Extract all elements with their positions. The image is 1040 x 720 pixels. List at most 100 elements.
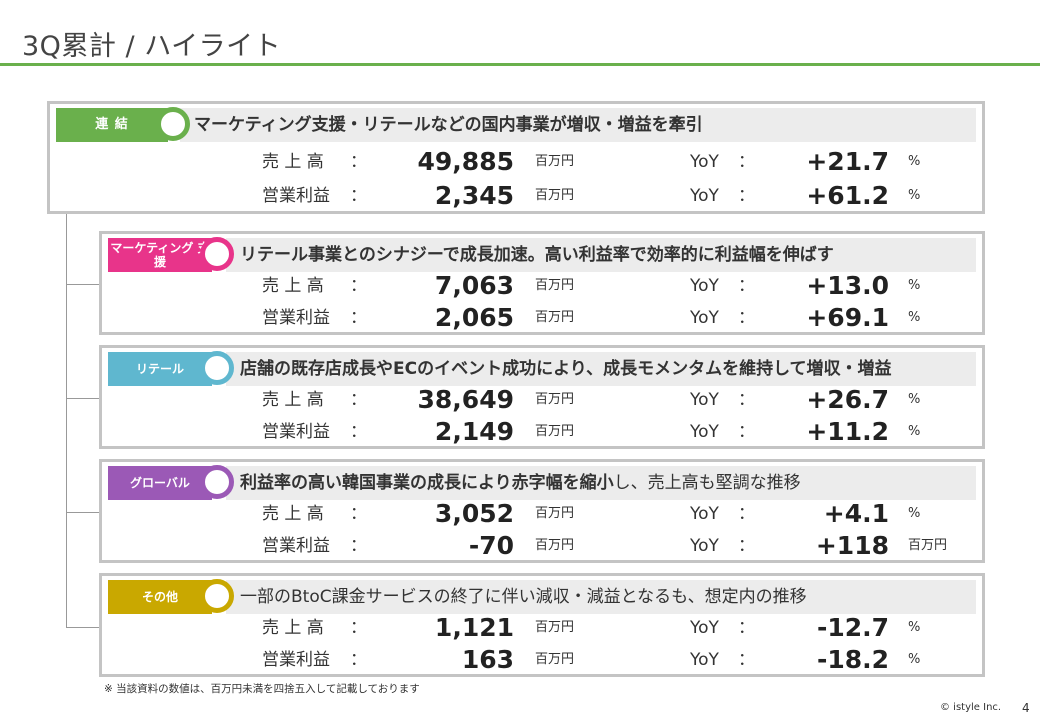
segment-tag-global: グローバル [108,466,212,500]
footnote: ※ 当該資料の数値は、百万円未満を四捨五入して記載しております [104,683,420,695]
metric-colon: ： [350,618,367,638]
yoy-value: +61.2 [806,181,889,210]
metric-unit: 百万円 [535,278,575,293]
tree-connector-marketing [66,284,100,285]
yoy-unit: % [908,392,921,407]
page-number: 4 [1022,701,1030,715]
metric-row: 営業利益 ： -70 百万円 YoY ： +118 百万円 [102,530,982,562]
section-headline: リテール事業とのシナジーで成長加速。高い利益率で効率的に利益幅を伸ばす [240,238,834,272]
yoy-colon: ： [738,276,755,296]
yoy-colon: ： [738,504,755,524]
yoy-label: YoY [690,152,719,172]
metric-colon: ： [350,422,367,442]
metric-label: 売 上 高 [262,276,324,296]
metric-colon: ： [350,390,367,410]
metric-row: 営業利益 ： 2,065 百万円 YoY ： +69.1% [102,302,982,334]
circle-bullet-icon [200,465,234,499]
metric-colon: ： [350,650,367,670]
yoy-label: YoY [690,650,719,670]
yoy-value: -18.2 [816,645,889,674]
metric-unit: 百万円 [535,620,575,635]
metric-unit: 百万円 [535,188,575,203]
section-headline: 一部のBtoC課金サービスの終了に伴い減収・減益となるも、想定内の推移 [240,580,807,614]
headline-bold-text: 利益率の高い韓国事業の成長により赤字幅を縮小 [240,473,614,493]
yoy-colon: ： [738,422,755,442]
segment-tag-retail: リテール [108,352,212,386]
headline-bold-text: 店舗の既存店成長やECのイベント成功により、成長モメンタムを維持して増収・増益 [240,359,892,379]
headline-strip [226,352,976,386]
metric-row: 売 上 高 ： 3,052 百万円 YoY ： +4.1% [102,498,982,530]
yoy-value: +4.1 [823,499,889,528]
title-divider [0,63,1040,66]
metric-unit: 百万円 [535,392,575,407]
metric-colon: ： [350,276,367,296]
copyright: © istyle Inc. [940,702,1002,713]
tree-connector-global [66,512,100,513]
metric-row: 営業利益 ： 2,345 百万円 YoY ： +61.2% [50,180,982,212]
yoy-unit: % [908,188,921,203]
headline-normal-text: し、売上高も堅調な推移 [613,473,801,493]
segment-tag-label: リテール [135,362,184,376]
yoy-value: +13.0 [806,271,889,300]
headline-bold-text: マーケティング支援・リテールなどの国内事業が増収・増益を牽引 [194,115,703,135]
metric-row: 営業利益 ： 2,149 百万円 YoY ： +11.2% [102,416,982,448]
yoy-label: YoY [690,422,719,442]
yoy-label: YoY [690,308,719,328]
metric-row: 売 上 高 ： 49,885 百万円 YoY ： +21.7% [50,146,982,178]
circle-bullet-icon [200,237,234,271]
section-panel-global: グローバル 利益率の高い韓国事業の成長により赤字幅を縮小し、売上高も堅調な推移売 … [99,459,985,563]
metric-label: 営業利益 [262,186,330,206]
headline-normal-text: 一部のBtoC課金サービスの終了に伴い減収・減益となるも、想定内の推移 [240,587,807,607]
yoy-unit: % [908,424,921,439]
metric-value: 49,885 [417,147,514,176]
yoy-value: +21.7 [806,147,889,176]
section-headline: 店舗の既存店成長やECのイベント成功により、成長モメンタムを維持して増収・増益 [240,352,892,386]
metric-row: 売 上 高 ： 7,063 百万円 YoY ： +13.0% [102,270,982,302]
tree-connector-vertical [66,212,67,628]
yoy-colon: ： [738,308,755,328]
metric-label: 営業利益 [262,650,330,670]
metric-value: 2,345 [434,181,514,210]
yoy-value: +118 [815,531,889,560]
circle-bullet-icon [156,107,190,141]
segment-tag-other: その他 [108,580,212,614]
yoy-unit: % [908,652,921,667]
metric-unit: 百万円 [535,506,575,521]
metric-label: 売 上 高 [262,504,324,524]
headline-strip [226,466,976,500]
yoy-colon: ： [738,152,755,172]
section-panel-retail: リテール 店舗の既存店成長やECのイベント成功により、成長モメンタムを維持して増収… [99,345,985,449]
yoy-colon: ： [738,536,755,556]
yoy-value: -12.7 [816,613,889,642]
segment-tag-consolidated: 連 結 [56,108,168,142]
yoy-unit: % [908,310,921,325]
segment-tag-label: 連 結 [95,117,129,132]
yoy-unit: % [908,154,921,169]
metric-unit: 百万円 [535,154,575,169]
yoy-value: +11.2 [806,417,889,446]
yoy-label: YoY [690,504,719,524]
yoy-label: YoY [690,186,719,206]
metric-label: 営業利益 [262,422,330,442]
yoy-colon: ： [738,390,755,410]
headline-strip [226,580,976,614]
yoy-label: YoY [690,618,719,638]
circle-bullet-icon [200,579,234,613]
metric-value: 1,121 [434,613,514,642]
metric-unit: 百万円 [535,424,575,439]
circle-bullet-icon [200,351,234,385]
segment-tag-label: マーケティング 支援 [110,241,210,269]
metric-label: 売 上 高 [262,152,324,172]
metric-colon: ： [350,152,367,172]
yoy-label: YoY [690,276,719,296]
metric-label: 売 上 高 [262,390,324,410]
section-panel-marketing: マーケティング 支援 リテール事業とのシナジーで成長加速。高い利益率で効率的に利益… [99,231,985,335]
tree-connector-retail [66,398,100,399]
metric-colon: ： [350,536,367,556]
metric-value: 2,065 [434,303,514,332]
section-panel-consolidated: 連 結 マーケティング支援・リテールなどの国内事業が増収・増益を牽引売 上 高 ： 4… [47,101,985,214]
segment-tag-label: その他 [141,590,178,604]
yoy-value: +69.1 [806,303,889,332]
metric-row: 売 上 高 ： 1,121 百万円 YoY ： -12.7% [102,612,982,644]
metric-colon: ： [350,186,367,206]
